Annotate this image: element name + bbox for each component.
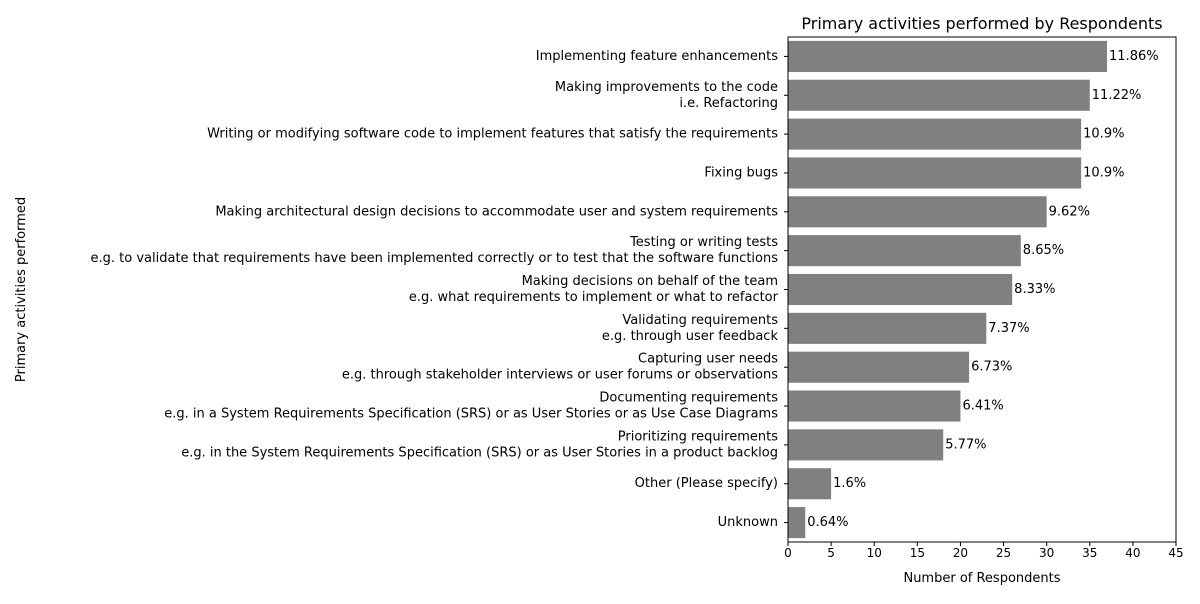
y-tick-label-line: Validating requirements — [622, 313, 778, 328]
y-tick-label: Making decisions on behalf of the team e.… — [409, 274, 779, 305]
x-tick-label: 15 — [910, 546, 925, 560]
y-tick-label-line: Testing or writing tests — [629, 235, 778, 250]
bar — [788, 507, 806, 539]
y-tick-label-line: Making improvements to the code — [555, 80, 778, 95]
bar — [788, 312, 987, 344]
x-tick-label: 0 — [784, 546, 792, 560]
bar — [788, 118, 1082, 150]
data-label: 8.65% — [1023, 243, 1064, 258]
data-label: 1.6% — [833, 476, 866, 491]
bar — [788, 351, 970, 383]
y-tick-label-line: Other (Please specify) — [635, 476, 778, 491]
bar — [788, 273, 1013, 306]
data-label: 7.37% — [988, 321, 1029, 336]
y-tick-label-line: Fixing bugs — [704, 165, 778, 180]
y-tick-label: Implementing feature enhancements — [536, 49, 778, 64]
y-tick-label: Testing or writing tests e.g. to validate… — [91, 235, 779, 266]
data-label: 5.77% — [945, 437, 986, 452]
data-label: 11.22% — [1092, 88, 1142, 103]
y-tick-label: Unknown — [718, 515, 778, 530]
data-label: 6.41% — [962, 399, 1003, 414]
y-tick-label-line: e.g. through stakeholder interviews or u… — [342, 368, 778, 383]
x-tick-label: 10 — [867, 546, 882, 560]
x-tick-label: 30 — [1039, 546, 1054, 560]
y-tick-label-line: e.g. in a System Requirements Specificat… — [164, 407, 778, 422]
data-label: 6.73% — [971, 360, 1012, 375]
y-tick-label: Writing or modifying software code to im… — [207, 127, 778, 142]
y-axis: Implementing feature enhancements Making … — [91, 49, 788, 530]
y-tick-label-line: e.g. through user feedback — [602, 329, 779, 344]
bar — [788, 40, 1108, 72]
data-label: 8.33% — [1014, 282, 1055, 297]
bar — [788, 157, 1082, 189]
x-axis-label: Number of Respondents — [903, 571, 1060, 586]
y-axis-label: Primary activities performed — [14, 197, 29, 382]
y-tick-label: Capturing user needs e.g. through stakeho… — [342, 352, 778, 383]
y-tick-label-line: i.e. Refactoring — [679, 96, 778, 111]
bar — [788, 79, 1090, 111]
bar — [788, 390, 961, 422]
y-tick-label: Documenting requirements e.g. in a System… — [164, 391, 778, 422]
y-tick-label: Other (Please specify) — [635, 476, 778, 491]
y-tick-label: Validating requirements e.g. through user… — [602, 313, 779, 344]
x-tick-label: 5 — [827, 546, 835, 560]
x-tick-label: 45 — [1168, 546, 1183, 560]
data-label: 0.64% — [807, 515, 848, 530]
bars-layer — [788, 40, 1108, 539]
data-label: 11.86% — [1109, 49, 1159, 64]
data-label: 10.9% — [1083, 127, 1124, 142]
x-axis: 0 5 10 15 20 25 30 35 40 45 — [784, 542, 1184, 560]
y-tick-label-line: Writing or modifying software code to im… — [207, 127, 778, 142]
y-tick-label-line: Implementing feature enhancements — [536, 49, 778, 64]
x-tick-label: 25 — [996, 546, 1011, 560]
x-tick-label: 40 — [1125, 546, 1140, 560]
y-tick-label: Making improvements to the code i.e. Refa… — [555, 80, 778, 111]
y-tick-label-line: e.g. in the System Requirements Specific… — [181, 445, 778, 460]
y-tick-label-line: Documenting requirements — [599, 391, 778, 406]
y-tick-label-line: Unknown — [718, 515, 778, 530]
plot-frame — [787, 36, 1177, 543]
bar — [788, 235, 1021, 267]
x-tick-label: 35 — [1082, 546, 1097, 560]
y-tick-label-line: Making architectural design decisions to… — [215, 204, 778, 219]
y-tick-label-line: Prioritizing requirements — [618, 429, 778, 444]
chart-title: Primary activities performed by Responde… — [801, 14, 1162, 33]
y-tick-label-line: e.g. to validate that requirements have … — [91, 251, 779, 266]
data-labels-layer: 11.86% 11.22% 10.9% 10.9% 9.62% 8.65% 8.33% 7.3… — [807, 49, 1158, 530]
y-tick-label: Fixing bugs — [704, 165, 778, 180]
bar — [788, 196, 1047, 228]
bar — [788, 429, 944, 461]
y-tick-label-line: Making decisions on behalf of the team — [522, 274, 778, 289]
data-label: 10.9% — [1083, 165, 1124, 180]
y-tick-label: Making architectural design decisions to… — [215, 204, 778, 219]
bar — [788, 468, 832, 500]
x-tick-label: 20 — [953, 546, 968, 560]
y-tick-label-line: Capturing user needs — [638, 352, 778, 367]
y-tick-label-line: e.g. what requirements to implement or w… — [409, 290, 779, 305]
y-tick-label: Prioritizing requirements e.g. in the Sys… — [181, 429, 778, 460]
data-label: 9.62% — [1049, 204, 1090, 219]
